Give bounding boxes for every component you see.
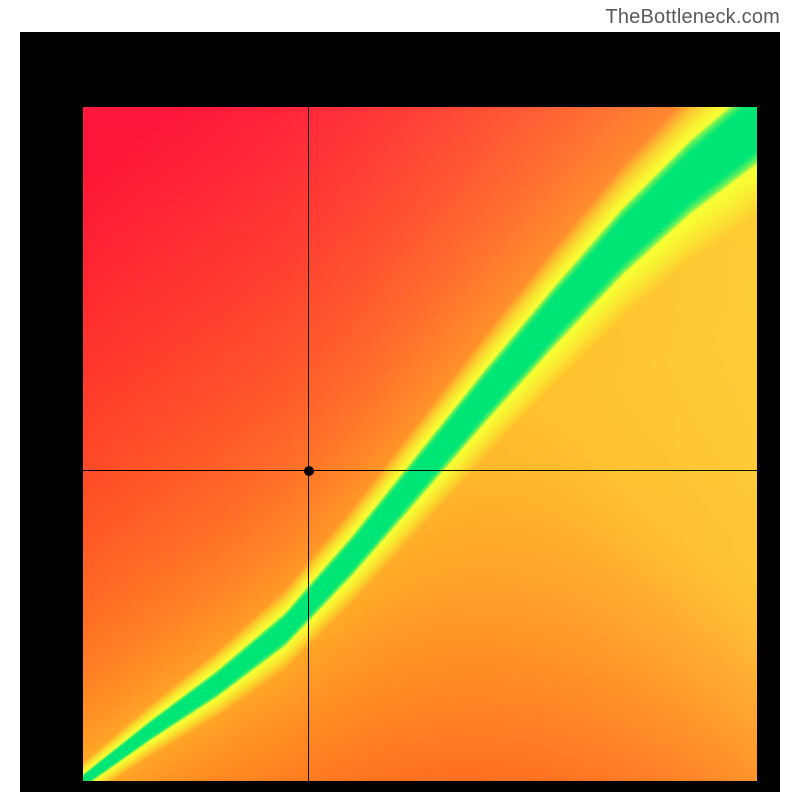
watermark-text: TheBottleneck.com [605, 6, 780, 29]
heatmap-area [83, 107, 757, 781]
heatmap-canvas [83, 107, 757, 781]
chart-frame [20, 32, 780, 792]
